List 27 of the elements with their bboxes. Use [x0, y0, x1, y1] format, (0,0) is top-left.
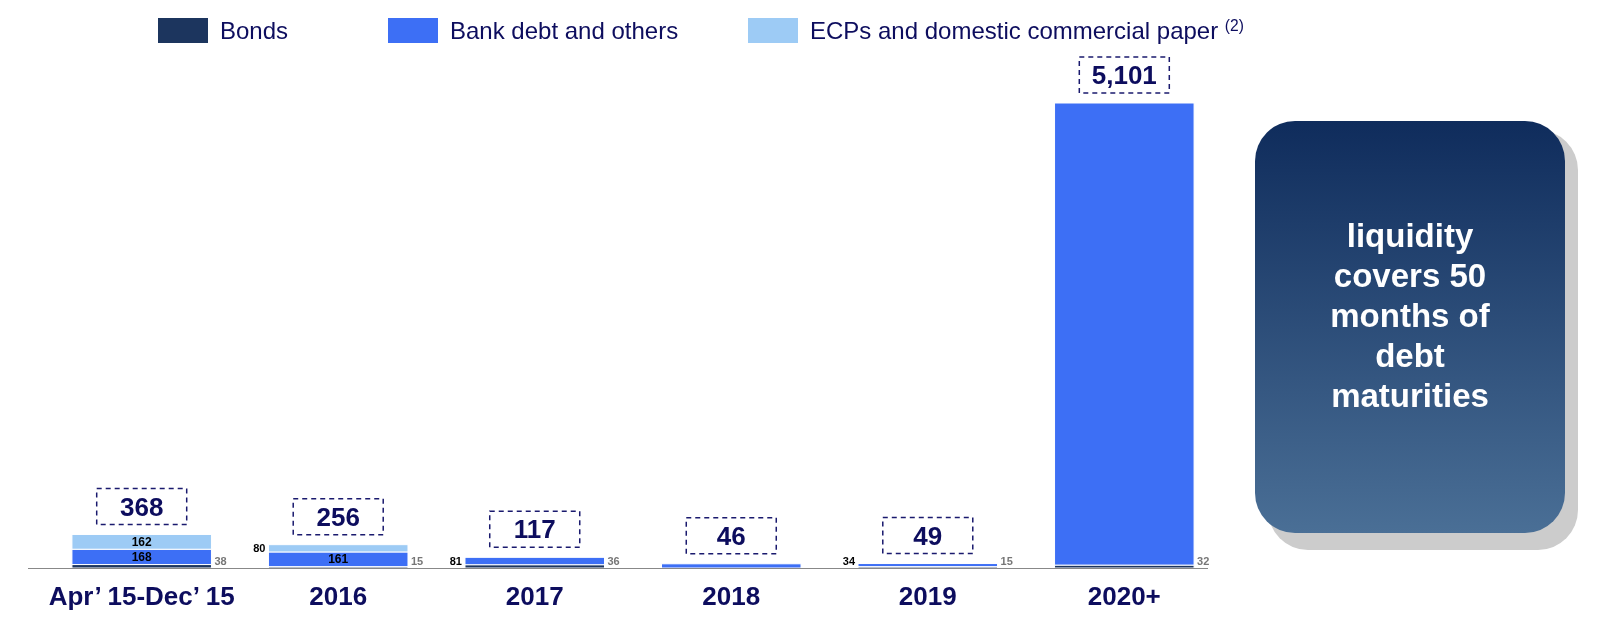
total-label: 5,101: [1091, 60, 1157, 91]
data-label: 38: [214, 555, 227, 567]
x-tick-label: 2016: [309, 581, 368, 611]
x-tick-label: 2019: [898, 581, 957, 611]
data-label: 32: [1197, 555, 1210, 567]
data-label: 168: [131, 550, 153, 565]
data-label: 161: [328, 552, 349, 567]
data-label: 36: [607, 555, 620, 567]
data-label: 80: [253, 542, 266, 555]
data-label: 162: [131, 535, 153, 550]
data-label: 34: [842, 555, 856, 567]
legend-label: ECPs and domestic commercial paper $^{(2)}$: [810, 16, 1244, 44]
total-label: 256: [316, 501, 360, 532]
x-tick-label: 2020+: [1087, 581, 1161, 611]
total-label: 49: [913, 520, 943, 551]
data-label: 15: [410, 555, 424, 567]
x-tick-label: Apr’ 15-Dec’ 15: [48, 581, 235, 611]
x-tick-label: 2017: [505, 581, 564, 611]
data-label: 81: [449, 555, 462, 567]
legend-label: Bonds: [220, 17, 289, 44]
x-tick-label: 2018: [702, 581, 761, 611]
text: liquidity covers 50 months of debt maturities: [1330, 217, 1491, 414]
total-label: 368: [120, 491, 164, 522]
legend-label: Bank debt and others: [450, 17, 679, 44]
data-label: 15: [1000, 555, 1013, 567]
total-label: 46: [716, 520, 746, 551]
total-label: 117: [513, 514, 556, 545]
